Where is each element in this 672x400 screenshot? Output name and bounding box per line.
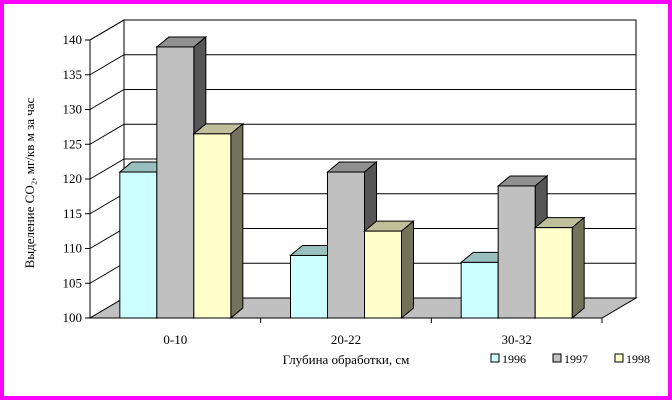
legend-swatch bbox=[614, 353, 624, 363]
x-axis-title: Глубина обработки, см bbox=[283, 352, 410, 367]
legend-item: 1997 bbox=[552, 352, 588, 366]
bar-side bbox=[571, 216, 585, 320]
bar-front bbox=[460, 261, 499, 319]
legend-swatch bbox=[490, 353, 500, 363]
x-tick-label: 20-22 bbox=[331, 332, 361, 347]
bar bbox=[533, 216, 586, 320]
y-tick-label: 135 bbox=[63, 67, 83, 82]
y-tick-label: 115 bbox=[63, 206, 82, 221]
gridline bbox=[89, 89, 636, 110]
bar-front bbox=[156, 46, 195, 319]
bar-front bbox=[327, 171, 365, 319]
legend-item: 1996 bbox=[490, 352, 526, 366]
bars bbox=[118, 35, 586, 320]
bar-front bbox=[290, 254, 328, 319]
y-tick-labels: 100 105 110 115 120 125 130 135 140 bbox=[63, 32, 83, 325]
bar bbox=[192, 122, 245, 320]
legend-label: 1998 bbox=[626, 352, 650, 366]
gridline bbox=[89, 54, 636, 76]
y-tick-label: 110 bbox=[63, 241, 82, 256]
y-tick-label: 120 bbox=[63, 171, 83, 186]
bar-front bbox=[193, 133, 232, 319]
chart-frame: 100 105 110 115 120 125 130 135 140 0-10 20-22 30-… bbox=[4, 4, 668, 396]
bar-chart-3d: 100 105 110 115 120 125 130 135 140 0-10 20-22 30-… bbox=[22, 19, 650, 367]
bar bbox=[363, 220, 415, 320]
y-tick-label: 105 bbox=[63, 275, 83, 290]
y-tick-label: 125 bbox=[63, 136, 83, 151]
y-axis-title: Выделение CO₂, мг/кв м за час bbox=[22, 97, 37, 268]
bar-front bbox=[534, 227, 573, 319]
y-tick-label: 100 bbox=[63, 310, 83, 325]
gridline bbox=[89, 158, 636, 180]
legend-item: 1998 bbox=[614, 352, 650, 366]
legend-label: 1996 bbox=[502, 352, 526, 366]
x-tick-labels: 0-10 20-22 30-32 bbox=[163, 332, 531, 347]
x-tick-label: 0-10 bbox=[163, 332, 187, 347]
legend-label: 1997 bbox=[564, 352, 588, 366]
bar-side bbox=[230, 122, 244, 320]
y-tick-label: 130 bbox=[63, 102, 83, 117]
bar-front bbox=[119, 171, 158, 319]
bar-front bbox=[364, 230, 402, 319]
legend-swatch bbox=[552, 353, 562, 363]
bar-front bbox=[497, 185, 536, 319]
x-tick-label: 30-32 bbox=[501, 332, 531, 347]
gridline bbox=[89, 123, 636, 145]
bar-side bbox=[401, 220, 414, 320]
gridline bbox=[89, 19, 636, 41]
legend: 1996 1997 1998 bbox=[490, 352, 650, 366]
y-tick-label: 140 bbox=[63, 32, 83, 47]
